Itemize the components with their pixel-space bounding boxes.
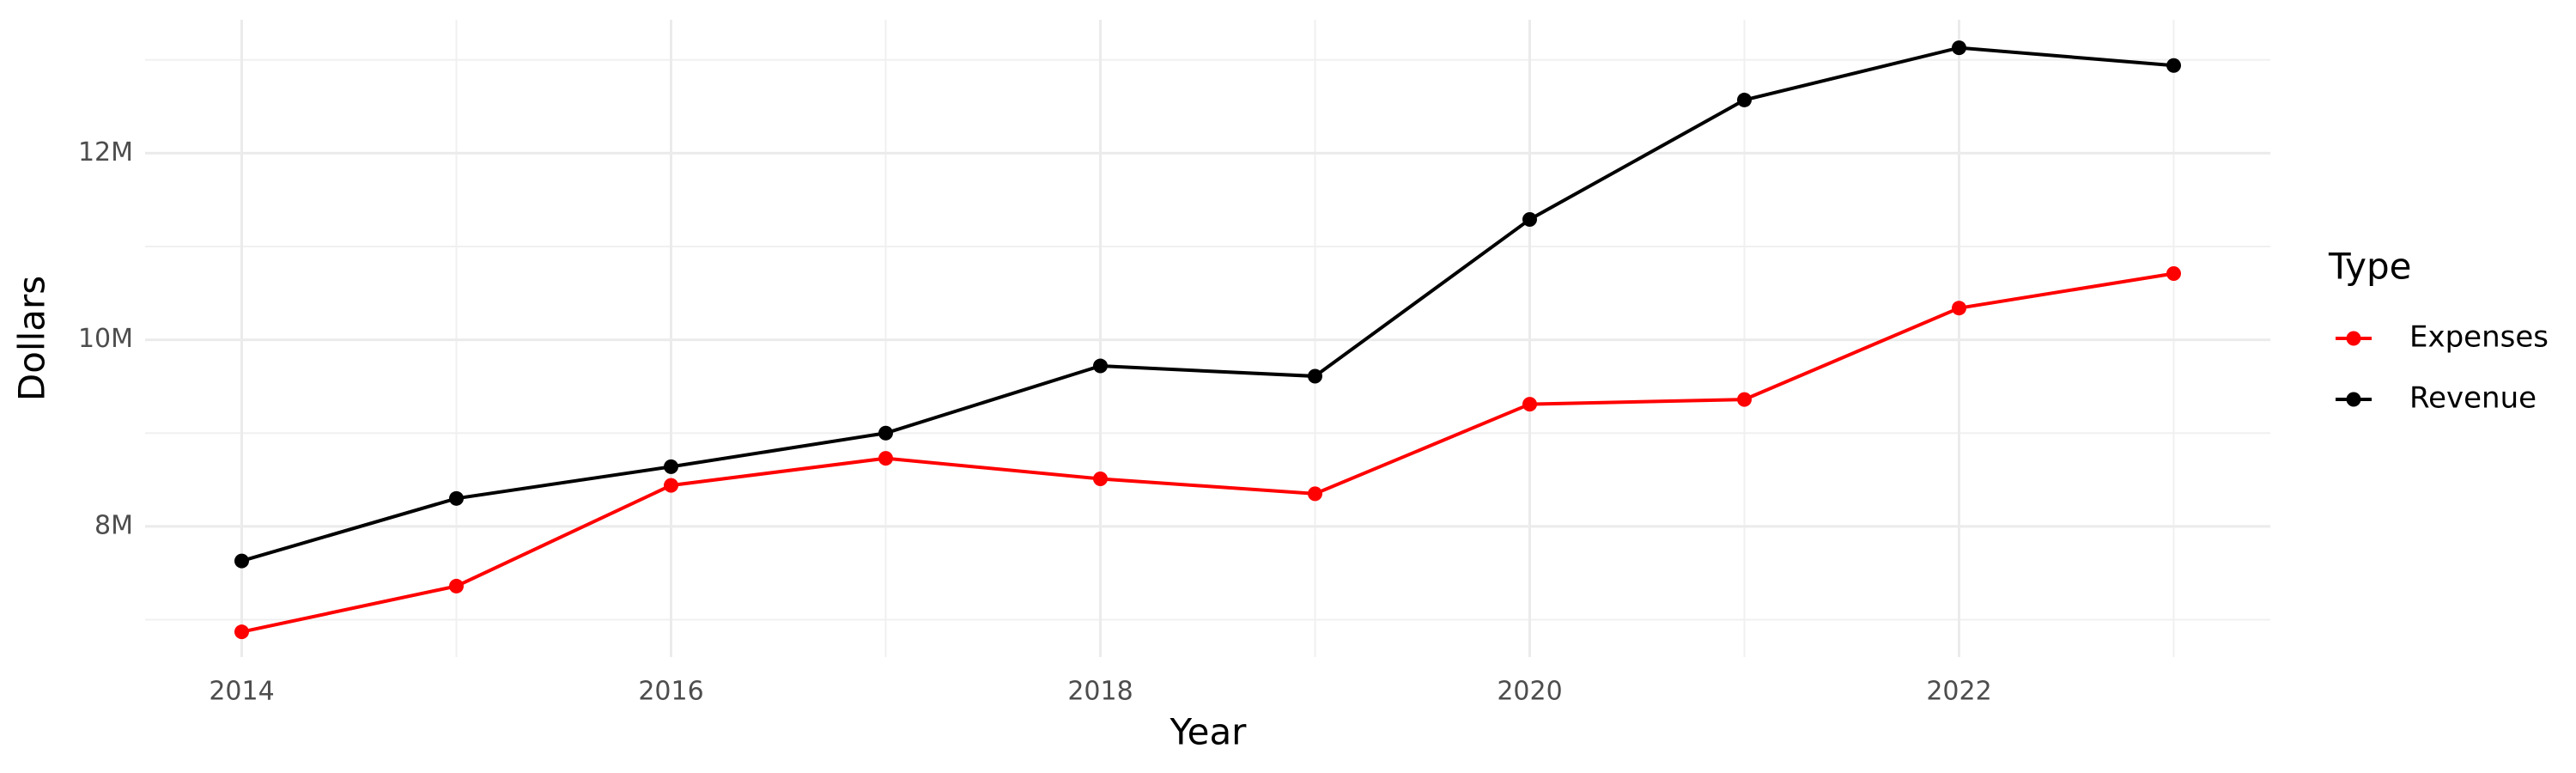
- data-point: [2166, 265, 2181, 281]
- series-line: [241, 271, 2174, 634]
- data-point: [1522, 211, 1537, 227]
- data-point: [878, 451, 893, 466]
- y-axis-title: Dollars: [11, 276, 53, 401]
- data-point: [234, 624, 249, 640]
- data-point: [1737, 392, 1752, 407]
- legend-key-point: [2346, 331, 2361, 346]
- data-point: [664, 478, 678, 493]
- data-point: [1522, 397, 1537, 412]
- y-tick-label: 10M: [78, 324, 133, 354]
- data-point: [449, 578, 464, 593]
- data-point: [664, 459, 678, 474]
- x-axis-title: Year: [1170, 711, 1248, 753]
- data-point: [878, 425, 893, 441]
- data-point: [1737, 92, 1752, 107]
- legend-title: Type: [2328, 246, 2411, 288]
- x-tick-label: 2022: [1926, 677, 1991, 707]
- x-tick-label: 2018: [1067, 677, 1133, 707]
- data-point: [449, 490, 464, 506]
- y-tick-label: 12M: [78, 137, 133, 167]
- data-point: [1308, 486, 1322, 502]
- series-line: [240, 46, 2174, 563]
- y-tick-label: 8M: [94, 510, 133, 540]
- data-point: [1093, 472, 1108, 487]
- data-point: [2166, 58, 2181, 73]
- data-point: [1952, 301, 1966, 316]
- legend-label: Expenses: [2409, 320, 2549, 355]
- legend-key-point: [2346, 392, 2361, 407]
- x-tick-label: 2016: [638, 677, 703, 707]
- data-point: [234, 553, 249, 569]
- data-point: [1952, 40, 1966, 56]
- legend-label: Revenue: [2409, 381, 2537, 416]
- data-point: [1308, 368, 1322, 384]
- x-tick-label: 2014: [209, 677, 274, 707]
- data-point: [1093, 358, 1108, 374]
- x-tick-label: 2020: [1497, 677, 1562, 707]
